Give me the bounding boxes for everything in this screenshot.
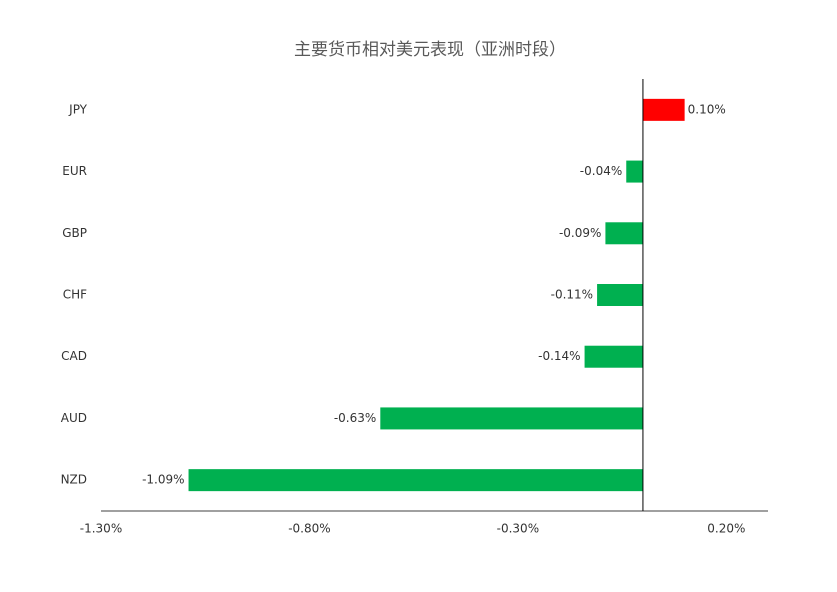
bar — [584, 345, 643, 368]
y-tick-label: CHF — [63, 288, 87, 302]
value-label: -1.09% — [142, 473, 184, 487]
y-tick-label: GBP — [62, 226, 87, 240]
bar — [597, 284, 643, 306]
value-label: -0.04% — [580, 164, 622, 178]
y-tick-label: AUD — [61, 411, 87, 425]
x-tick-label: -0.80% — [288, 522, 330, 536]
chart-title: 主要货币相对美元表现（亚洲时段） — [294, 40, 566, 60]
x-tick-label: -1.30% — [80, 522, 122, 536]
bar — [605, 222, 643, 245]
value-label: -0.09% — [559, 226, 601, 240]
value-label: -0.14% — [538, 349, 580, 363]
bar — [642, 98, 685, 121]
value-label: 0.10% — [688, 102, 726, 116]
bar — [380, 407, 643, 430]
x-tick-label: -0.30% — [497, 522, 539, 536]
y-tick-label: NZD — [61, 473, 87, 487]
value-label: -0.63% — [334, 411, 376, 425]
bar — [626, 160, 643, 183]
y-tick-label: CAD — [61, 349, 87, 363]
x-tick-label: 0.20% — [707, 522, 745, 536]
y-tick-label: EUR — [62, 164, 87, 178]
bar — [188, 469, 643, 492]
value-label: -0.11% — [551, 288, 593, 302]
y-tick-label: JPY — [68, 102, 88, 116]
